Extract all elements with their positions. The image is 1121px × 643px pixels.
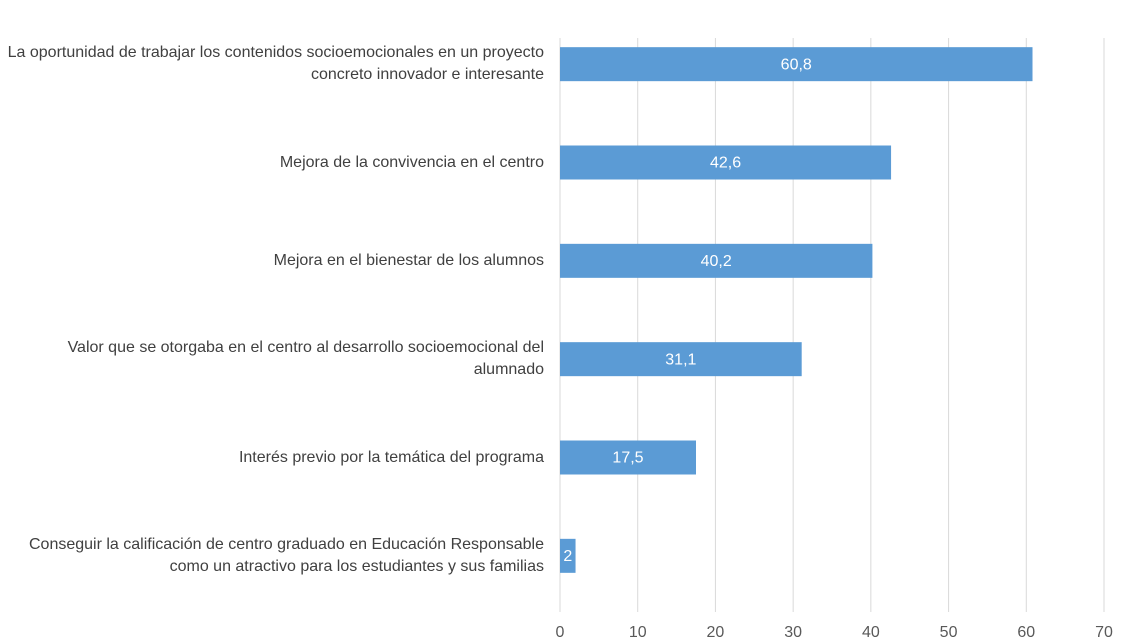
bar [560,47,1033,82]
bar [560,342,802,377]
x-tick-label: 40 [862,624,880,641]
bar [560,538,576,573]
data-label: 2 [563,548,572,565]
bar [560,243,873,278]
category-label: Conseguir la calificación de centro grad… [29,535,544,575]
data-label: 40,2 [701,253,732,270]
category-label: La oportunidad de trabajar los contenido… [7,44,544,84]
category-label: Mejora en el bienestar de los alumnos [273,251,544,269]
category-label: Mejora de la convivencia en el centro [279,153,544,171]
data-label: 31,1 [665,351,696,368]
bar [560,145,892,180]
x-tick-label: 50 [940,624,958,641]
data-label: 17,5 [612,450,643,467]
x-tick-label: 0 [556,624,565,641]
x-tick-label: 30 [784,624,802,641]
x-tick-label: 60 [1017,624,1035,641]
bar [560,440,696,475]
x-tick-label: 70 [1095,624,1113,641]
data-label: 60,8 [781,56,812,73]
x-tick-label: 10 [629,624,647,641]
category-label: Interés previo por la temática del progr… [238,448,544,466]
x-tick-label: 20 [707,624,725,641]
data-label: 42,6 [710,155,741,172]
category-label: Valor que se otorgaba en el centro al de… [67,339,544,379]
